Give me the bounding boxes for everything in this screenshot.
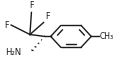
Text: H₂N: H₂N — [6, 48, 21, 57]
Text: F: F — [29, 1, 33, 10]
Text: CH₃: CH₃ — [99, 32, 113, 41]
Text: F: F — [45, 12, 50, 21]
Text: F: F — [5, 21, 9, 30]
